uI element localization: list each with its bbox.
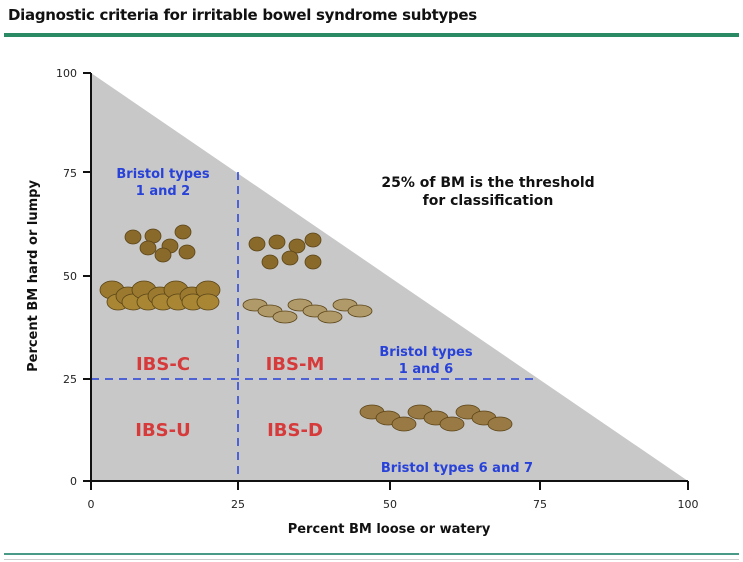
- stool-type1-icon: [154, 247, 172, 263]
- region-ibs-d: IBS-D: [267, 420, 323, 441]
- stool-type1-icon: [248, 236, 266, 252]
- stool-type1-icon: [304, 232, 322, 248]
- y-axis-label: Percent BM hard or lumpy: [26, 180, 41, 372]
- bristol-hard-label: 1 and 2: [136, 184, 190, 199]
- stool-type7-icon: [391, 416, 417, 432]
- criteria-triangle: [91, 73, 688, 481]
- stool-type1-icon: [261, 254, 279, 270]
- header-divider: [4, 33, 739, 37]
- bristol-mixed-label: 1 and 6: [399, 362, 453, 377]
- stool-type2-icon: [196, 293, 220, 311]
- footer-divider-light: [4, 559, 739, 560]
- x-tick: 0: [88, 498, 95, 511]
- y-tick: 0: [70, 475, 77, 488]
- stool-type1-icon: [174, 224, 192, 240]
- region-ibs-c: IBS-C: [136, 354, 190, 375]
- y-tick: 75: [63, 167, 77, 180]
- page-title: Diagnostic criteria for irritable bowel …: [8, 6, 477, 24]
- threshold-note: 25% of BM is the threshold: [381, 175, 594, 191]
- y-tick: 25: [63, 373, 77, 386]
- y-tick: 100: [56, 67, 77, 80]
- stool-type6-icon: [347, 304, 373, 318]
- region-ibs-m: IBS-M: [266, 354, 325, 375]
- bristol-loose-label: Bristol types 6 and 7: [381, 461, 533, 476]
- x-axis-label: Percent BM loose or watery: [288, 522, 491, 537]
- x-tick: 100: [678, 498, 699, 511]
- stool-type1-icon: [288, 238, 306, 254]
- bristol-hard-label: Bristol types: [116, 167, 209, 182]
- stool-type1-icon: [178, 244, 196, 260]
- stool-type7-icon: [487, 416, 513, 432]
- stool-type6-icon: [272, 310, 298, 324]
- stool-type1-icon: [139, 240, 157, 256]
- stool-type1-icon: [268, 234, 286, 250]
- bristol-mixed-label: Bristol types: [379, 345, 472, 360]
- stool-type1-icon: [124, 229, 142, 245]
- x-tick: 75: [533, 498, 547, 511]
- footer-divider: [4, 553, 739, 555]
- stool-type7-icon: [439, 416, 465, 432]
- stool-type1-icon: [304, 254, 322, 270]
- region-ibs-u: IBS-U: [135, 420, 190, 441]
- stool-type6-icon: [317, 310, 343, 324]
- x-tick: 25: [231, 498, 245, 511]
- stool-type1-icon: [281, 250, 299, 266]
- x-tick: 50: [383, 498, 397, 511]
- threshold-note: for classification: [423, 193, 554, 209]
- y-tick: 50: [63, 270, 77, 283]
